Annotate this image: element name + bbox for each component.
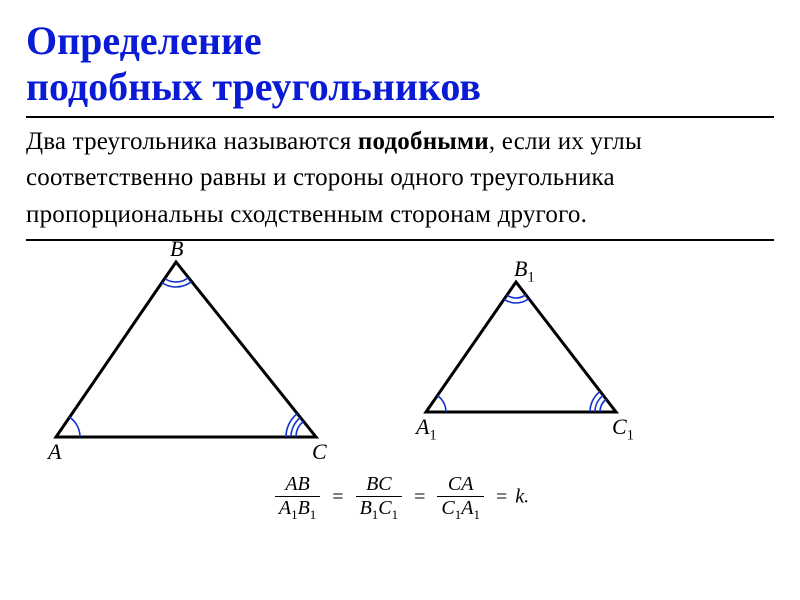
frac-3: CA C1A1 — [437, 473, 484, 523]
formula-k: k. — [515, 485, 529, 507]
label-A1: A1 — [416, 414, 437, 444]
frac-2: BC B1C1 — [356, 473, 403, 523]
title-line1: Определение — [26, 18, 262, 63]
def-bold: подобными — [358, 128, 489, 155]
label-C1: C1 — [612, 414, 634, 444]
ratio-formula: AB A1B1 = BC B1C1 = CA C1A1 = k. — [26, 473, 774, 523]
label-B1: B1 — [514, 256, 535, 286]
rule-top — [26, 116, 774, 118]
title-line2: подобных треугольников — [26, 64, 481, 109]
triangle-2 — [426, 282, 616, 412]
frac-1: AB A1B1 — [275, 473, 320, 523]
label-B: B — [170, 236, 183, 262]
triangle-1 — [56, 262, 316, 437]
rule-bottom — [26, 239, 774, 241]
definition-text: Два треугольника называются подобными, е… — [26, 124, 774, 233]
label-C: C — [312, 439, 327, 465]
figure-area: A B C A1 B1 C1 — [26, 247, 774, 467]
triangles-svg — [26, 247, 666, 457]
def-pre: Два треугольника называются — [26, 128, 358, 155]
page-title: Определение подобных треугольников — [26, 18, 774, 110]
label-A: A — [48, 439, 61, 465]
